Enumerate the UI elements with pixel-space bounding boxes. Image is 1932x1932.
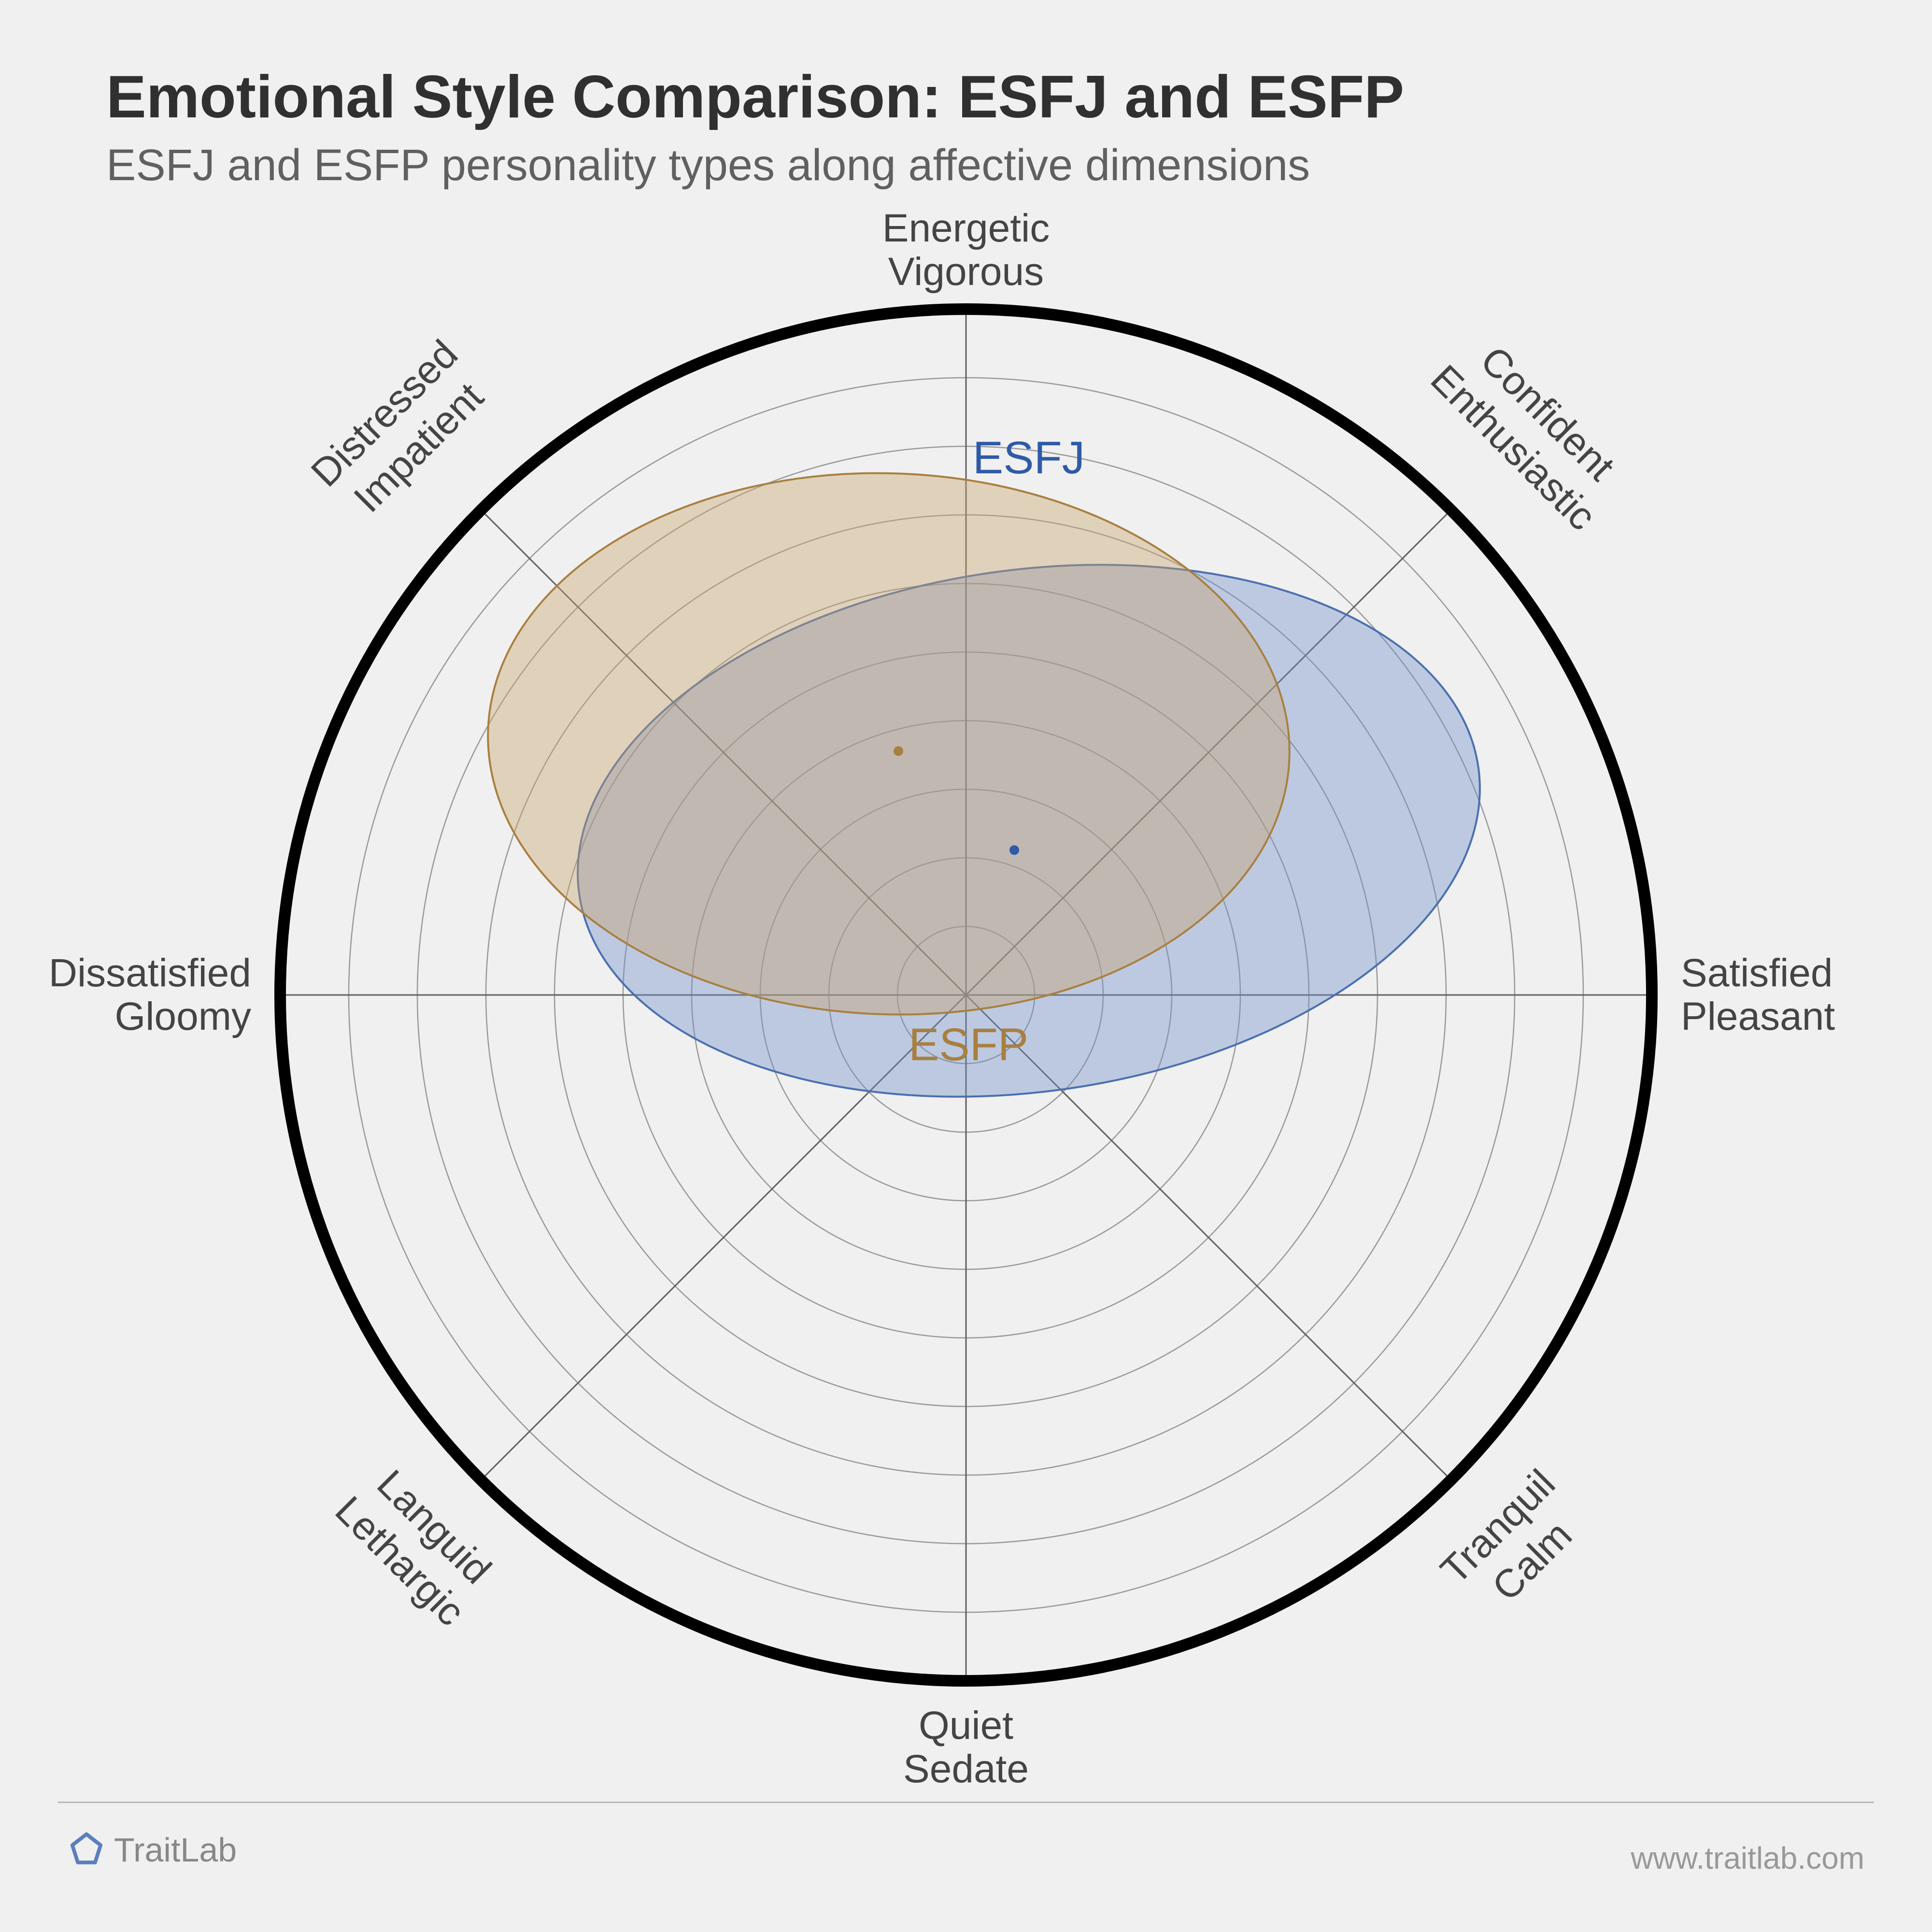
axis-label-group: SatisfiedPleasant	[1681, 951, 1835, 1038]
svg-text:Quiet: Quiet	[919, 1704, 1013, 1747]
brand-logo-icon	[68, 1831, 105, 1869]
axis-label-group: TranquilCalm	[1432, 1461, 1597, 1626]
svg-text:Sedate: Sedate	[903, 1747, 1029, 1791]
brand-url: www.traitlab.com	[1631, 1840, 1864, 1876]
svg-text:Pleasant: Pleasant	[1681, 994, 1835, 1038]
svg-text:Satisfied: Satisfied	[1681, 951, 1833, 995]
series-label-esfj: ESFJ	[973, 432, 1085, 483]
svg-text:Gloomy: Gloomy	[114, 994, 251, 1038]
axis-label-group: DissatisfiedGloomy	[49, 951, 251, 1038]
axis-label-group: QuietSedate	[903, 1704, 1029, 1791]
svg-text:Vigorous: Vigorous	[888, 250, 1044, 294]
brand-block: TraitLab	[68, 1831, 237, 1869]
axis-label-group: DistressedImpatient	[303, 332, 500, 529]
circumplex-chart: ESFJESFPEnergeticVigorousConfidentEnthus…	[0, 0, 1932, 1932]
series-label-esfp: ESFP	[909, 1019, 1028, 1070]
series-center-dot	[894, 746, 903, 756]
svg-text:Energetic: Energetic	[882, 206, 1050, 250]
axis-label-group: EnergeticVigorous	[882, 206, 1050, 294]
page-root: Emotional Style Comparison: ESFJ and ESF…	[0, 0, 1932, 1932]
svg-text:Dissatisfied: Dissatisfied	[49, 951, 251, 995]
footer-divider	[58, 1802, 1874, 1803]
brand-text: TraitLab	[114, 1831, 237, 1869]
series-center-dot	[1009, 845, 1019, 855]
